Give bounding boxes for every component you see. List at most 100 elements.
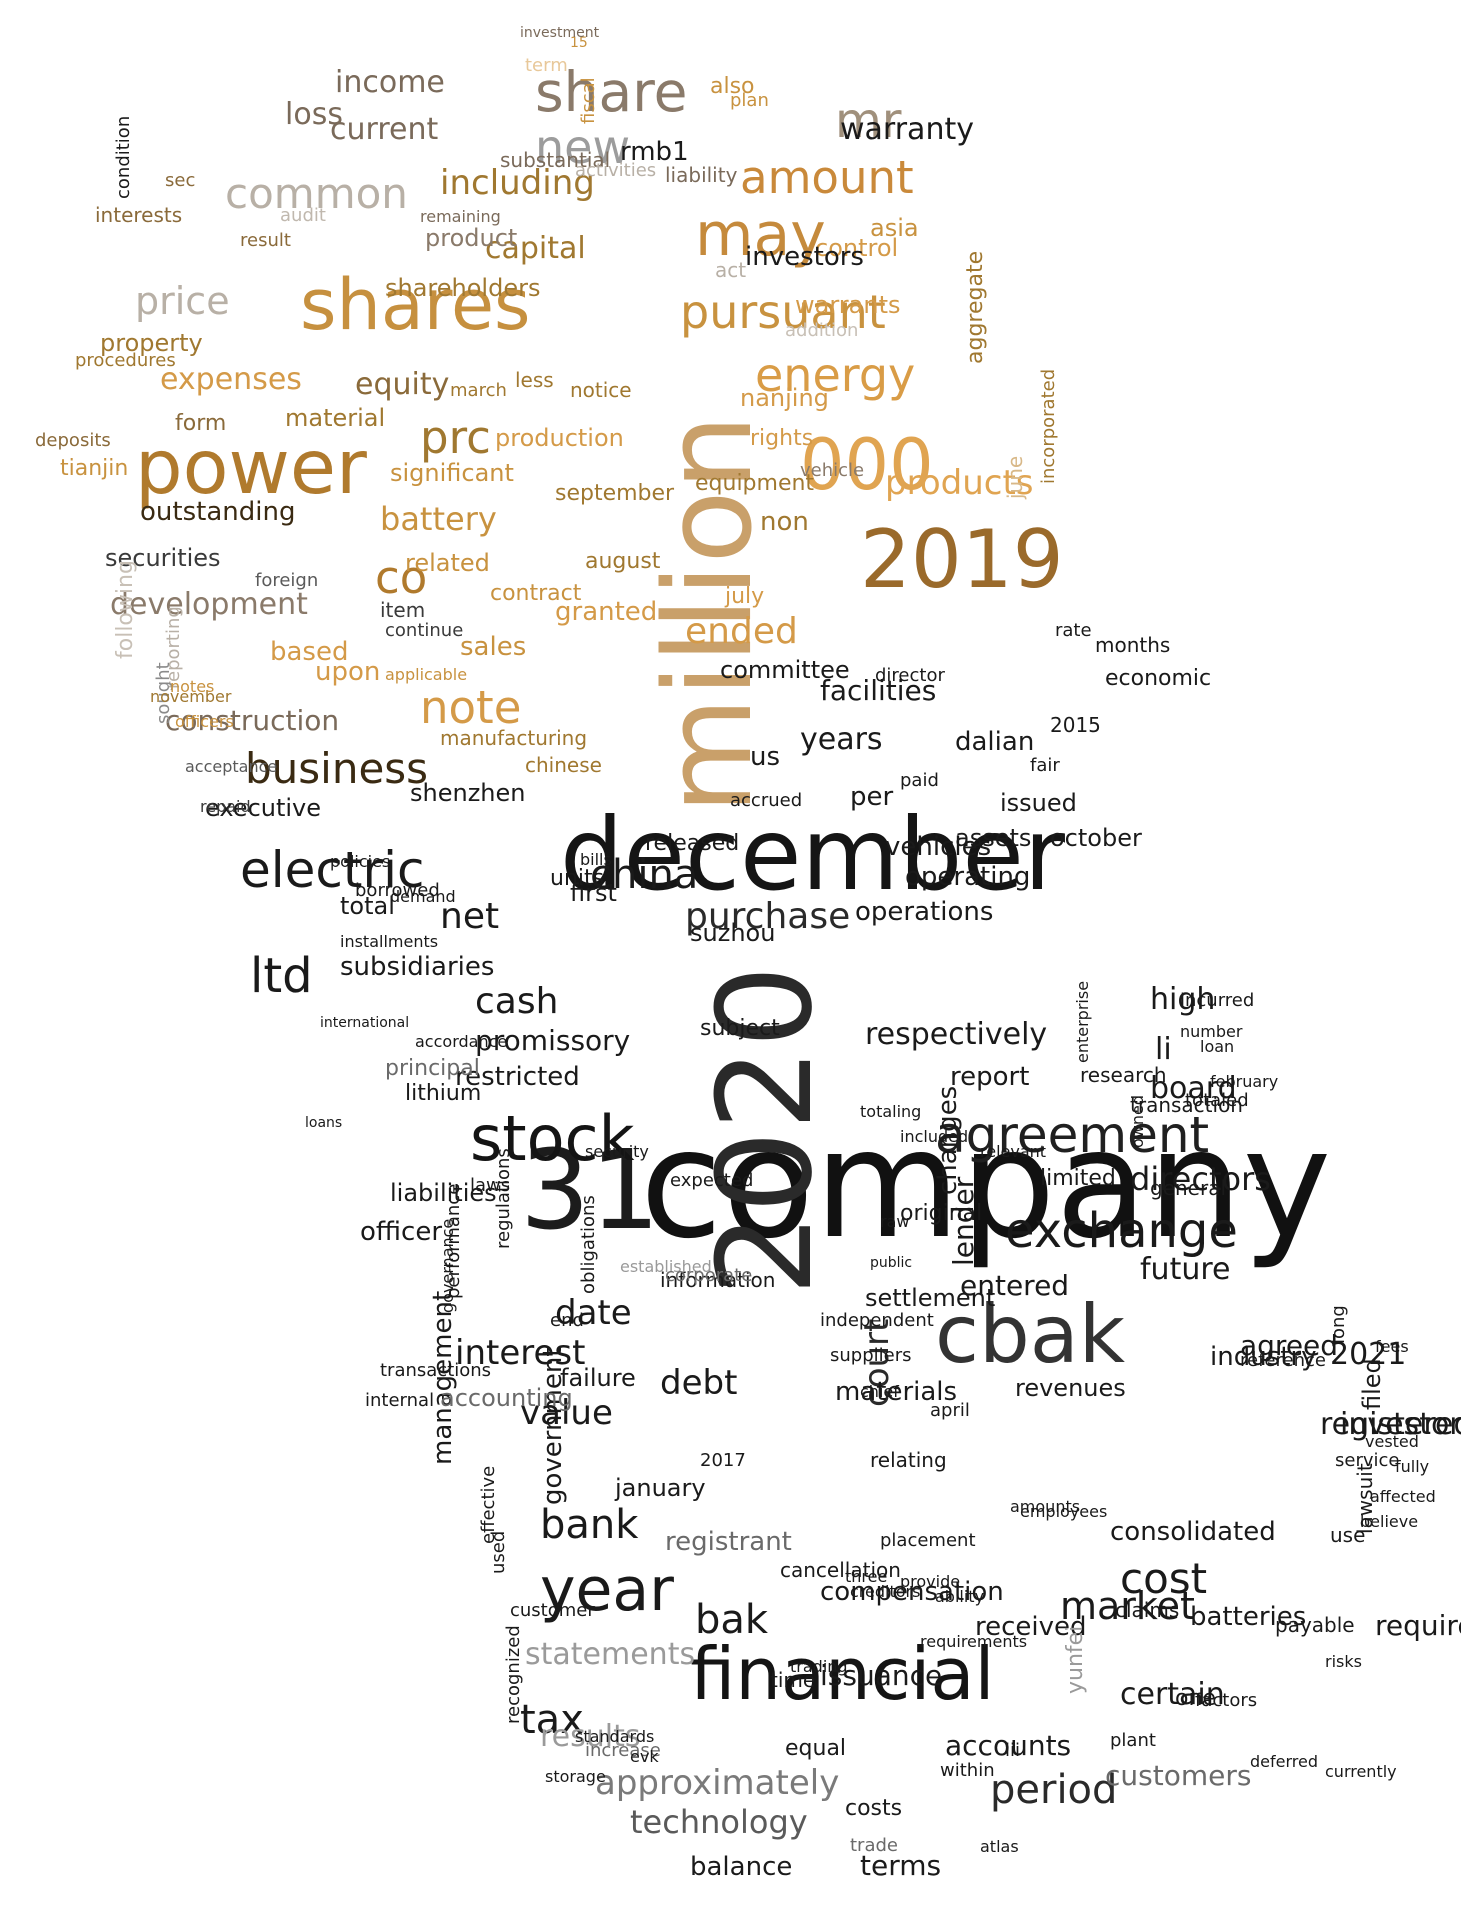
cloud-word: notice <box>570 378 632 402</box>
cloud-word: settlement <box>865 1284 996 1312</box>
cloud-word: nanjing <box>740 384 829 412</box>
cloud-word: registrant <box>665 1527 792 1557</box>
cloud-word: consolidated <box>1110 1517 1276 1547</box>
cloud-word: less <box>515 368 554 392</box>
cloud-word: demand <box>390 887 456 906</box>
cloud-word: accounts <box>945 1729 1072 1762</box>
cloud-word: use <box>1330 1523 1366 1547</box>
cloud-word: long <box>1328 1304 1349 1344</box>
cloud-word: july <box>725 584 765 609</box>
cloud-word: totaling <box>860 1102 922 1121</box>
cloud-word: also <box>710 74 755 99</box>
cloud-word: accordance <box>415 1032 508 1051</box>
cloud-word: procedures <box>75 350 176 371</box>
cloud-word: corporate <box>665 1265 753 1286</box>
cloud-word: terms <box>860 1849 942 1882</box>
cloud-word: 000 <box>800 424 934 506</box>
cloud-word: 2017 <box>700 1450 746 1471</box>
cloud-word: costs <box>845 1796 903 1821</box>
cloud-word: investors <box>1340 1407 1461 1442</box>
cloud-word: per <box>850 782 894 812</box>
cloud-word: liability <box>665 163 738 187</box>
cloud-word: share <box>535 60 688 124</box>
cloud-word: li <box>1155 1032 1172 1067</box>
cloud-word: period <box>990 1767 1118 1813</box>
cloud-word: units <box>550 866 605 891</box>
cloud-word: suppliers <box>830 1345 912 1366</box>
cloud-word: net <box>440 896 500 937</box>
cloud-word: limited <box>1040 1166 1116 1191</box>
cloud-word: item <box>380 598 426 622</box>
cloud-word: subsidiaries <box>340 952 495 982</box>
cloud-word: transaction <box>1130 1093 1243 1117</box>
cloud-word: term <box>525 55 568 76</box>
cloud-word: following <box>113 560 138 660</box>
cloud-word: relevant <box>980 1142 1047 1161</box>
cloud-word: property <box>100 329 203 357</box>
cloud-word: reference <box>1240 1350 1326 1371</box>
cloud-word: new <box>535 120 631 174</box>
cloud-word: foreign <box>255 570 319 591</box>
cloud-word: policies <box>330 852 391 871</box>
cloud-word: upon <box>315 657 381 687</box>
cloud-word: co <box>375 551 428 604</box>
cloud-word: shareholders <box>385 274 541 302</box>
cloud-word: fees <box>1375 1337 1409 1356</box>
cloud-word: promissory <box>475 1024 631 1057</box>
cloud-word: assets <box>955 824 1032 852</box>
cloud-word: accounting <box>440 1384 573 1412</box>
cloud-word: statements <box>525 1637 696 1672</box>
cloud-word: dalian <box>955 727 1035 757</box>
cloud-word: may <box>695 200 826 270</box>
cloud-word: payable <box>1275 1613 1355 1637</box>
cloud-word: december <box>560 796 1066 913</box>
cloud-word: claims <box>1115 1598 1180 1622</box>
cloud-word: filed <box>1358 1358 1386 1410</box>
cloud-word: 15 <box>570 35 588 51</box>
cloud-word: standards <box>575 1727 655 1746</box>
cloud-word: borrowed <box>355 880 440 901</box>
cloud-word: paid <box>900 770 939 791</box>
cloud-word: security <box>585 1142 649 1161</box>
cloud-word: three <box>845 1567 888 1586</box>
cloud-word: employees <box>1020 1502 1108 1521</box>
cloud-word: development <box>110 587 308 622</box>
cloud-word: registered <box>1320 1407 1461 1442</box>
cloud-word: rate <box>1055 620 1092 641</box>
cloud-word: january <box>615 1474 706 1502</box>
cloud-word: notes <box>170 677 215 696</box>
cloud-word: batteries <box>1190 1602 1307 1632</box>
cloud-word: released <box>645 831 740 856</box>
cloud-word: company <box>640 1098 1332 1272</box>
cloud-word: note <box>420 681 522 734</box>
cloud-word: owned <box>1128 1095 1147 1149</box>
cloud-word: interest <box>455 1333 586 1373</box>
cloud-word: customers <box>1105 1759 1252 1792</box>
cloud-word: repaid <box>200 797 251 816</box>
cloud-word: equal <box>785 1736 847 1761</box>
cloud-word: stock <box>470 1102 635 1175</box>
cloud-word: increase <box>585 1740 661 1761</box>
cloud-word: received <box>975 1612 1087 1642</box>
cloud-word: warranty <box>840 112 974 147</box>
cloud-word: established <box>620 1257 712 1276</box>
cloud-word: principal <box>385 1056 480 1081</box>
cloud-word: related <box>405 549 490 577</box>
cloud-word: approximately <box>595 1763 840 1803</box>
cloud-word: deferred <box>1250 1752 1318 1771</box>
cloud-word: deposits <box>35 430 111 451</box>
cloud-word: date <box>555 1293 632 1333</box>
cloud-word: investment <box>520 25 600 41</box>
cloud-word: lithium <box>405 1081 482 1106</box>
cloud-word: issuance <box>820 1659 943 1692</box>
cloud-word: vested <box>1365 1432 1419 1451</box>
cloud-word: storage <box>545 1767 606 1786</box>
cloud-word: expected <box>670 1170 754 1191</box>
cloud-word: current <box>330 112 439 147</box>
cloud-word: first <box>570 879 617 907</box>
cloud-word: outstanding <box>140 497 296 527</box>
cloud-word: activities <box>575 160 657 181</box>
cloud-word: executive <box>205 794 322 822</box>
cloud-word: one <box>1175 1686 1216 1711</box>
